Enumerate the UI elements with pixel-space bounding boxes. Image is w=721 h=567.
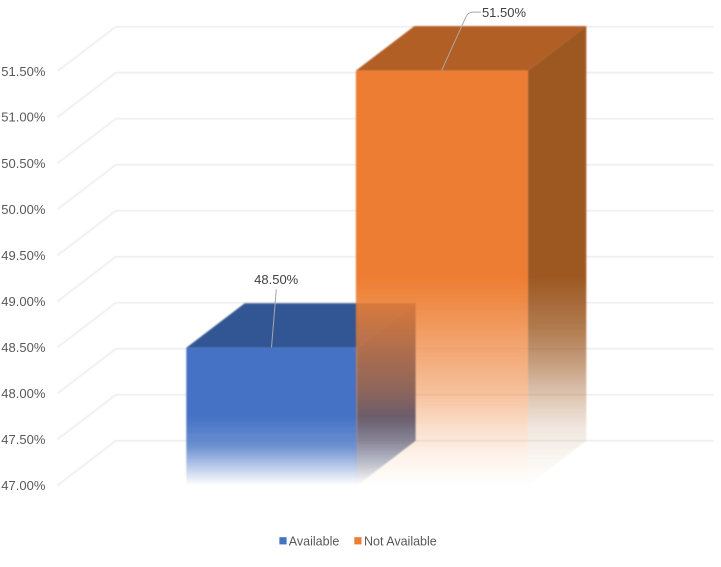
svg-text:49.00%: 49.00% — [1, 294, 46, 309]
svg-text:50.00%: 50.00% — [1, 202, 46, 217]
svg-text:47.00%: 47.00% — [1, 478, 46, 493]
svg-text:48.50%: 48.50% — [1, 340, 46, 355]
svg-text:51.00%: 51.00% — [1, 110, 46, 125]
svg-text:51.50%: 51.50% — [1, 64, 46, 79]
svg-text:47.50%: 47.50% — [1, 432, 46, 447]
svg-text:48.50%: 48.50% — [254, 272, 299, 287]
svg-text:50.50%: 50.50% — [1, 156, 46, 171]
svg-text:48.00%: 48.00% — [1, 386, 46, 401]
svg-text:51.50%: 51.50% — [482, 5, 527, 20]
svg-text:49.50%: 49.50% — [1, 248, 46, 263]
svg-text:Not Available: Not Available — [364, 534, 437, 548]
svg-text:Available: Available — [289, 534, 340, 548]
